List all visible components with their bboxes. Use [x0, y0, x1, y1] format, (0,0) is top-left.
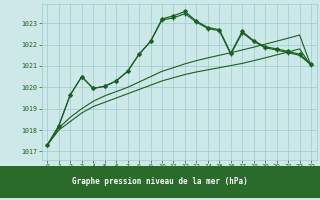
Text: Graphe pression niveau de la mer (hPa): Graphe pression niveau de la mer (hPa)	[72, 178, 248, 186]
